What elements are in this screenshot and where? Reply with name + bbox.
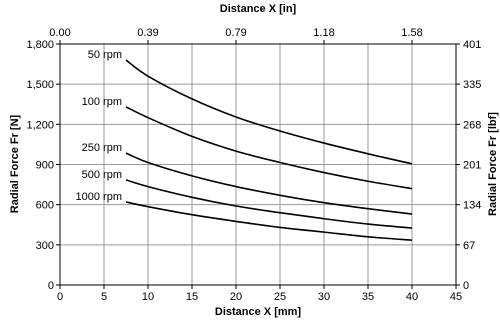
series-label-1000-rpm: 1000 rpm <box>76 191 122 203</box>
y-left-tick-label: 300 <box>36 240 54 252</box>
x-bottom-tick-label: 10 <box>142 291 154 303</box>
y-left-tick-label: 0 <box>48 280 54 292</box>
x-bottom-tick-label: 15 <box>186 291 198 303</box>
y-left-tick-label: 600 <box>36 200 54 212</box>
x-bottom-tick-label: 45 <box>450 291 462 303</box>
x-top-tick-label: 0.79 <box>225 27 246 39</box>
curve-layer <box>125 59 413 241</box>
x-bottom-tick-label: 0 <box>57 291 63 303</box>
series-label-250-rpm: 250 rpm <box>82 142 122 154</box>
series-line-1000-rpm <box>125 201 413 241</box>
y-left-tick-label: 1,500 <box>26 79 54 91</box>
series-label-50-rpm: 50 rpm <box>88 49 122 61</box>
series-label-500-rpm: 500 rpm <box>82 169 122 181</box>
series-label-layer: 50 rpm 100 rpm 250 rpm 500 rpm 1000 rpm <box>76 49 122 203</box>
y-right-tick-label: 134 <box>463 200 481 212</box>
x-top-tick-label: 0.00 <box>49 27 70 39</box>
series-line-500-rpm <box>125 179 413 229</box>
grid-layer <box>60 44 456 285</box>
x-top-tick-label: 1.58 <box>401 27 422 39</box>
y-right-tick-label: 0 <box>463 280 469 292</box>
series-line-100-rpm <box>125 106 413 190</box>
x-top-tick-label: 1.18 <box>313 27 334 39</box>
y-right-tick-label: 201 <box>463 160 481 172</box>
y-right-tick-label: 67 <box>463 240 475 252</box>
y-right-tick-label: 335 <box>463 79 481 91</box>
y-right-axis-title: Radial Force Fr [lbf] <box>487 112 499 216</box>
x-bottom-tick-label: 5 <box>101 291 107 303</box>
x-bottom-tick-label: 40 <box>406 291 418 303</box>
y-left-tick-label: 900 <box>36 160 54 172</box>
x-bottom-tick-label: 20 <box>230 291 242 303</box>
y-right-tick-label: 268 <box>463 119 481 131</box>
series-label-100-rpm: 100 rpm <box>82 96 122 108</box>
x-bottom-axis-title: Distance X [mm] <box>215 306 302 318</box>
x-bottom-tick-label: 35 <box>362 291 374 303</box>
y-left-tick-label: 1,800 <box>26 39 54 51</box>
series-line-50-rpm <box>125 59 413 165</box>
y-right-tick-label: 401 <box>463 39 481 51</box>
x-bottom-tick-label: 30 <box>318 291 330 303</box>
tick-layer: 0 5 10 15 20 25 30 35 40 45 0.00 0.39 0.79 1.18 1.58 0 3… <box>26 27 481 303</box>
series-line-250-rpm <box>125 152 413 215</box>
x-top-tick-label: 0.39 <box>137 27 158 39</box>
y-left-tick-label: 1,200 <box>26 119 54 131</box>
x-top-axis-title: Distance X [in] <box>220 3 297 15</box>
x-bottom-tick-label: 25 <box>274 291 286 303</box>
y-left-axis-title: Radial Force Fr [N] <box>9 114 21 213</box>
